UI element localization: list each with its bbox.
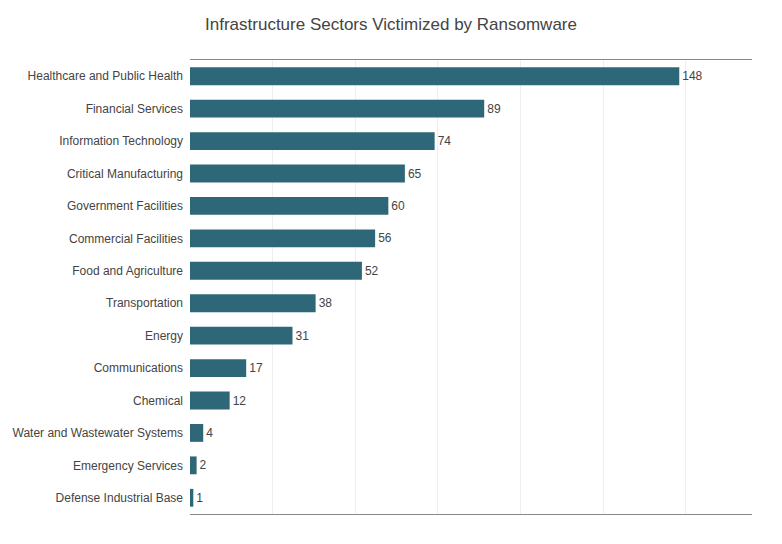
svg-text:Food and Agriculture: Food and Agriculture [72, 264, 183, 278]
svg-text:Emergency Services: Emergency Services [73, 459, 183, 473]
svg-text:2: 2 [200, 458, 207, 472]
svg-text:Transportation: Transportation [106, 296, 183, 310]
svg-text:Information Technology: Information Technology [59, 134, 183, 148]
svg-text:12: 12 [233, 394, 247, 408]
svg-text:Government Facilities: Government Facilities [67, 199, 183, 213]
svg-text:4: 4 [206, 426, 213, 440]
svg-text:1: 1 [196, 491, 203, 505]
svg-text:56: 56 [378, 231, 392, 245]
svg-text:38: 38 [319, 296, 333, 310]
svg-text:74: 74 [438, 134, 452, 148]
svg-text:89: 89 [487, 102, 501, 116]
svg-text:52: 52 [365, 264, 379, 278]
svg-text:31: 31 [295, 329, 309, 343]
svg-text:148: 148 [682, 69, 702, 83]
svg-text:Critical Manufacturing: Critical Manufacturing [67, 167, 183, 181]
svg-text:Water and Wastewater Systems: Water and Wastewater Systems [13, 426, 184, 440]
svg-text:Communications: Communications [94, 361, 183, 375]
svg-text:Financial Services: Financial Services [86, 102, 183, 116]
svg-text:60: 60 [391, 199, 405, 213]
svg-text:17: 17 [249, 361, 263, 375]
svg-text:Healthcare and Public Health: Healthcare and Public Health [28, 69, 183, 83]
svg-text:Defense Industrial Base: Defense Industrial Base [56, 491, 184, 505]
svg-text:Energy: Energy [145, 329, 183, 343]
svg-text:Chemical: Chemical [133, 394, 183, 408]
svg-text:65: 65 [408, 167, 422, 181]
svg-text:Infrastructure Sectors Victimi: Infrastructure Sectors Victimized by Ran… [205, 15, 577, 34]
svg-text:Commercial Facilities: Commercial Facilities [69, 232, 183, 246]
